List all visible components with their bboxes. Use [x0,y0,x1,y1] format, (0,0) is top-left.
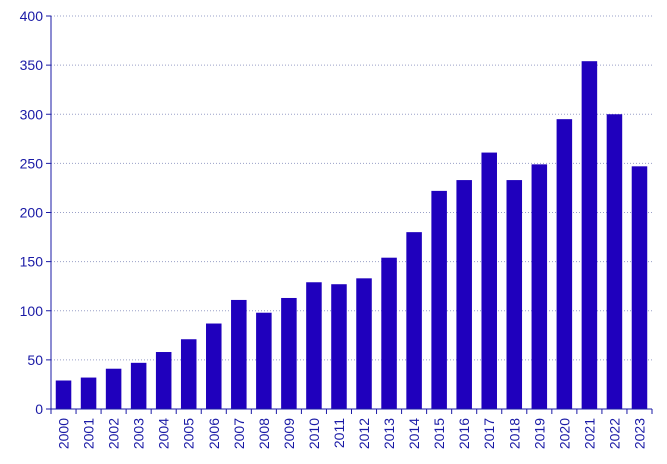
x-tick-label: 2023 [631,418,647,449]
x-tick-label: 2018 [506,418,522,449]
x-tick-label: 2021 [581,418,597,449]
bar-2019 [531,164,548,409]
bar-2002 [105,368,122,409]
x-tick-label: 2007 [231,418,247,449]
bar-2018 [506,180,523,409]
bar-2017 [481,152,497,409]
bar-2001 [80,377,97,409]
x-tick-label: 2001 [81,418,97,449]
bar-2015 [431,190,447,409]
x-tick-label: 2002 [106,418,122,449]
x-tick-label: 2000 [56,418,72,449]
x-tick-label: 2011 [331,418,347,448]
y-tick-label: 300 [20,106,44,122]
bar-2004 [155,352,172,409]
bar-2023 [631,166,648,409]
bars [55,61,648,409]
x-tick-label: 2014 [406,418,422,449]
x-tick-label: 2003 [131,418,147,449]
bar-2012 [356,278,372,409]
bar-2006 [206,323,222,409]
x-tick-label: 2016 [456,418,472,449]
bar-2005 [180,339,197,409]
x-tick-label: 2005 [181,418,197,449]
x-tick-label: 2017 [481,418,497,449]
bar-2021 [581,61,598,409]
y-tick-label: 250 [20,155,44,171]
bar-2000 [55,380,72,409]
x-tick-label: 2012 [356,418,372,449]
x-tick-labels: 2000 2001 2002 2003 2004 2005 2006 2007 2008 2009… [56,418,648,449]
y-tick-label: 100 [20,303,44,319]
y-tick-label: 400 [20,8,44,24]
bar-2007 [231,299,247,409]
bar-2008 [256,312,272,409]
x-tick-label: 2009 [281,418,297,449]
y-tick-label: 0 [35,401,43,417]
x-tick-label: 2013 [381,418,397,449]
x-tick-label: 2006 [206,418,222,449]
x-tick-label: 2019 [531,418,547,449]
x-tick-label: 2020 [556,418,572,449]
bar-2011 [331,284,347,409]
bar-2016 [456,180,472,409]
y-tick-label: 150 [20,254,44,270]
x-tick-label: 2004 [156,418,172,449]
bar-2013 [381,257,397,409]
x-tick-label: 2022 [606,418,622,449]
x-tick-label: 2008 [256,418,272,449]
y-tick-labels: 0 50 100 150 200 250 300 350 400 [20,8,44,417]
axes [46,15,653,414]
y-tick-label: 200 [20,205,44,221]
bar-2003 [130,362,147,409]
x-tick-label: 2010 [306,418,322,449]
bar-2009 [281,297,297,409]
bar-2020 [556,119,573,409]
bar-2022 [606,114,623,409]
x-tick-label: 2015 [431,418,447,449]
bar-2014 [406,232,422,409]
bar-2010 [306,282,322,409]
y-tick-label: 350 [20,57,44,73]
y-tick-label: 50 [27,352,43,368]
gridlines [51,15,652,361]
